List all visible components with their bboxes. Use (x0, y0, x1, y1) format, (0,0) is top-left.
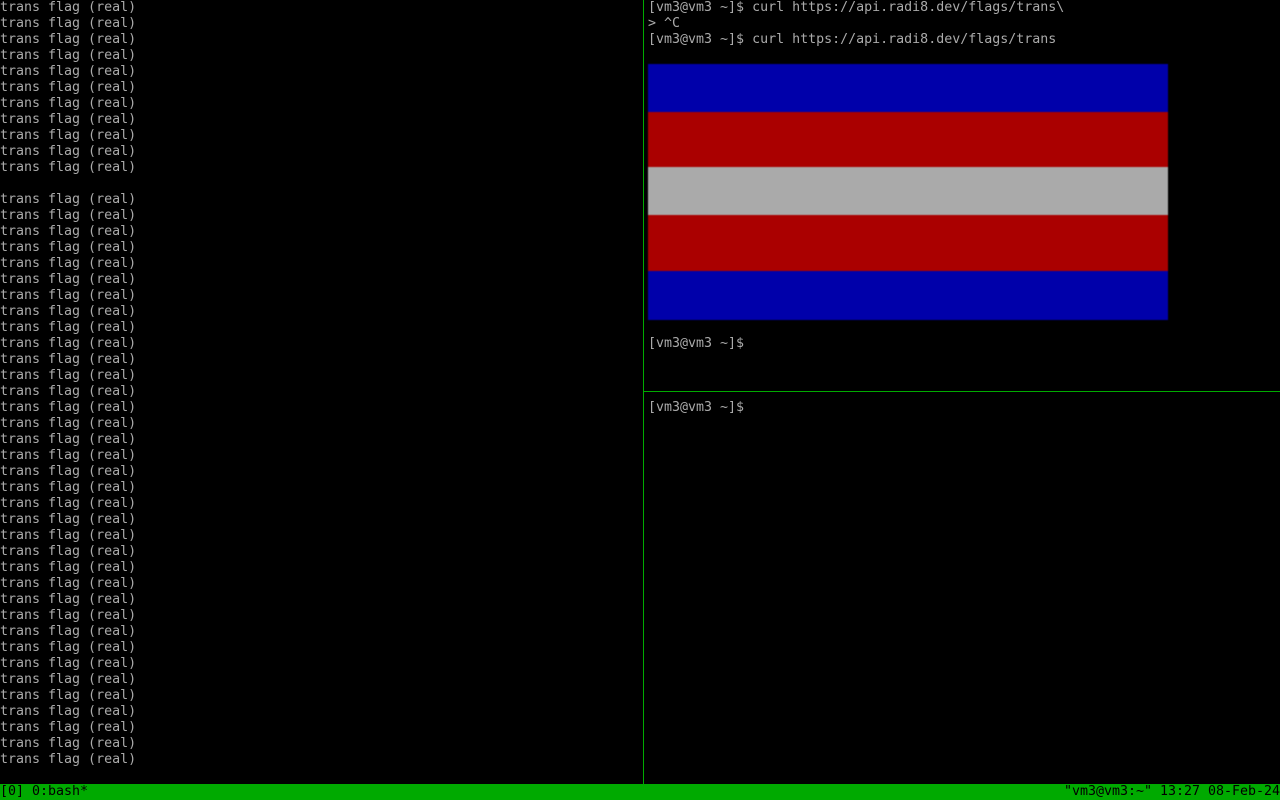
flag-stripe (648, 64, 1168, 112)
trans-flag-image (648, 64, 1168, 320)
terminal-line: [vm3@vm3 ~]$ curl https://api.radi8.dev/… (648, 0, 1065, 15)
terminal-line: trans flag (real) (0, 288, 137, 303)
terminal-line: trans flag (real) (0, 32, 137, 47)
clock-date: 08-Feb-24 (1208, 784, 1280, 799)
terminal-line: trans flag (real) (0, 448, 137, 463)
flag-stripe (648, 271, 1168, 320)
terminal-line: [vm3@vm3 ~]$ curl https://api.radi8.dev/… (648, 32, 1057, 47)
right-top-pane[interactable]: [vm3@vm3 ~]$ curl https://api.radi8.dev/… (648, 0, 1280, 390)
flag-stripe (648, 215, 1168, 271)
terminal-line: trans flag (real) (0, 400, 137, 415)
terminal-line: trans flag (real) (0, 320, 137, 335)
pane-divider-horizontal[interactable] (644, 391, 1280, 392)
terminal-line: trans flag (real) (0, 240, 137, 255)
terminal-line: trans flag (real) (0, 368, 137, 383)
terminal-line: trans flag (real) (0, 384, 137, 399)
terminal-line: trans flag (real) (0, 208, 137, 223)
terminal-line: trans flag (real) (0, 96, 137, 111)
terminal-line: trans flag (real) (0, 304, 137, 319)
terminal-line: trans flag (real) (0, 192, 137, 207)
terminal-line: trans flag (real) (0, 576, 137, 591)
terminal-line: trans flag (real) (0, 560, 137, 575)
tmux-status-bar: [0] 0:bash* "vm3@vm3:~" 13:27 08-Feb-24 (0, 784, 1280, 800)
terminal-line: trans flag (real) (0, 416, 137, 431)
terminal-line: trans flag (real) (0, 16, 137, 31)
pane-divider-vertical[interactable] (643, 0, 644, 784)
left-pane[interactable]: trans flag (real) trans flag (real) trans … (0, 0, 643, 784)
flag-stripe (648, 112, 1168, 167)
terminal-line: trans flag (real) (0, 672, 137, 687)
terminal-line: trans flag (real) (0, 160, 137, 175)
terminal-line: trans flag (real) (0, 496, 137, 511)
terminal-line: trans flag (real) (0, 720, 137, 735)
terminal-line: trans flag (real) (0, 640, 137, 655)
terminal-line: > ^C (648, 16, 681, 31)
terminal-line: trans flag (real) (0, 480, 137, 495)
terminal-line: trans flag (real) (0, 144, 137, 159)
terminal-line: trans flag (real) (0, 544, 137, 559)
terminal-line: trans flag (real) (0, 704, 137, 719)
terminal-line: trans flag (real) (0, 528, 137, 543)
session-name[interactable]: [0] (0, 784, 25, 799)
terminal-line: trans flag (real) (0, 688, 137, 703)
terminal-line: trans flag (real) (0, 256, 137, 271)
shell-prompt: [vm3@vm3 ~]$ (648, 400, 745, 415)
terminal-line: trans flag (real) (0, 336, 137, 351)
flag-stripe (648, 167, 1168, 215)
terminal-line: trans flag (real) (0, 48, 137, 63)
host-title: "vm3@vm3:~" (1064, 784, 1153, 799)
terminal-line: trans flag (real) (0, 512, 137, 527)
terminal-line: trans flag (real) (0, 64, 137, 79)
terminal-line: trans flag (real) (0, 0, 137, 15)
terminal-line: trans flag (real) (0, 80, 137, 95)
right-bottom-pane[interactable]: [vm3@vm3 ~]$ (648, 392, 1280, 784)
terminal-line: trans flag (real) (0, 128, 137, 143)
terminal-line: trans flag (real) (0, 352, 137, 367)
terminal-line: trans flag (real) (0, 656, 137, 671)
terminal-line: trans flag (real) (0, 272, 137, 287)
clock-time: 13:27 (1160, 784, 1201, 799)
terminal-line: trans flag (real) (0, 608, 137, 623)
terminal-line: trans flag (real) (0, 736, 137, 751)
terminal-line: trans flag (real) (0, 592, 137, 607)
shell-prompt: [vm3@vm3 ~]$ (648, 336, 745, 351)
terminal-line: trans flag (real) (0, 432, 137, 447)
terminal-line: trans flag (real) (0, 224, 137, 239)
terminal-line: trans flag (real) (0, 464, 137, 479)
terminal-line: trans flag (real) (0, 624, 137, 639)
terminal-line: trans flag (real) (0, 752, 137, 767)
window-tab[interactable]: 0:bash* (32, 784, 89, 799)
terminal-line: trans flag (real) (0, 112, 137, 127)
